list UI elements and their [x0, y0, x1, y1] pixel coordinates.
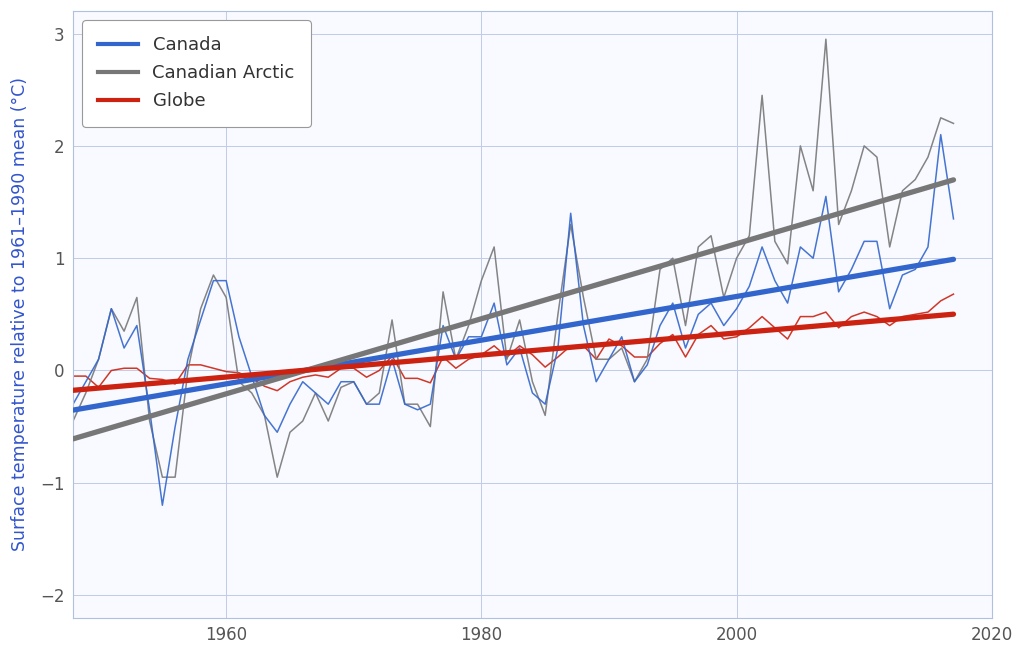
Legend: Canada, Canadian Arctic, Globe: Canada, Canadian Arctic, Globe	[82, 20, 311, 126]
Y-axis label: Surface temperature relative to 1961–1990 mean (°C): Surface temperature relative to 1961–199…	[11, 77, 29, 552]
